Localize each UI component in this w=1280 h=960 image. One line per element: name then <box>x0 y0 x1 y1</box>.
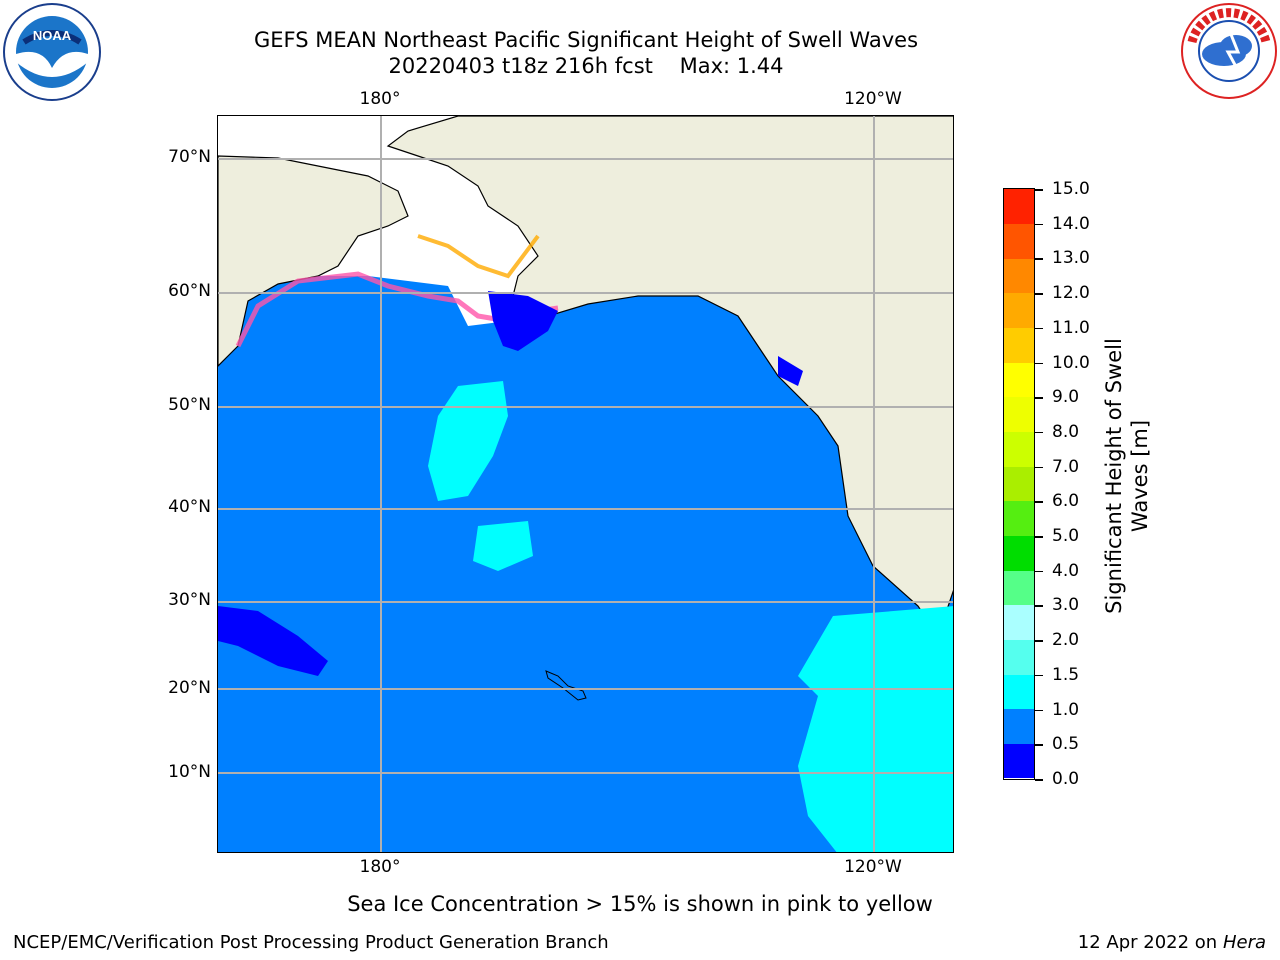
colorbar-tick-label: 9.0 <box>1052 387 1080 408</box>
lat-label-10n: 10°N <box>168 762 211 782</box>
colorbar-tick-mark <box>1035 536 1043 538</box>
colorbar-tick-mark <box>1035 327 1043 330</box>
lat-label-40n: 40°N <box>168 497 211 517</box>
colorbar-tick-mark <box>1035 431 1043 434</box>
colorbar-segment <box>1004 327 1034 363</box>
colorbar-tick-mark <box>1035 640 1043 642</box>
land-north-america <box>386 116 953 638</box>
colorbar-tick-label: 7.0 <box>1052 456 1080 477</box>
colorbar-tick-label: 3.0 <box>1052 595 1080 616</box>
footer-date-text: 12 Apr 2022 on <box>1077 932 1223 953</box>
colorbar-segment <box>1004 396 1034 433</box>
colorbar-segment <box>1004 466 1034 502</box>
colorbar-tick-label: 1.0 <box>1052 699 1080 720</box>
colorbar-segment <box>1004 362 1034 398</box>
colorbar-title-line2: Waves [m] <box>1128 419 1152 533</box>
lat-label-50n: 50°N <box>168 395 211 415</box>
colorbar-segment <box>1004 604 1034 640</box>
colorbar-tick-label: 11.0 <box>1052 317 1090 338</box>
lon-label-top-180: 180° <box>359 89 401 109</box>
swell-patch-central-2 <box>473 521 533 571</box>
colorbar-tick-label: 10.0 <box>1052 352 1090 373</box>
chart-title: GEFS MEAN Northeast Pacific Significant … <box>253 28 919 52</box>
colorbar-tick-label: 1.5 <box>1052 664 1080 685</box>
colorbar-tick-label: 0.0 <box>1052 769 1080 789</box>
lon-label-bottom-180: 180° <box>359 857 401 877</box>
swell-patch-southeast <box>798 606 953 852</box>
footer-host: Hera <box>1222 932 1266 953</box>
colorbar <box>1003 188 1035 780</box>
colorbar-tick-label: 5.0 <box>1052 526 1080 547</box>
colorbar-tick-mark <box>1035 709 1043 712</box>
colorbar-tick-mark <box>1035 744 1043 746</box>
colorbar-tick-label: 8.0 <box>1052 421 1080 442</box>
colorbar-tick-label: 2.0 <box>1052 630 1080 651</box>
footer-date: 12 Apr 2022 on Hera <box>1078 932 1266 953</box>
colorbar-tick-mark <box>1035 501 1043 503</box>
colorbar-segment <box>1004 500 1034 536</box>
noaa-logo-text: NOAA <box>33 28 72 43</box>
colorbar-tick-mark <box>1035 293 1043 295</box>
sea-ice-edge-orange <box>417 234 540 279</box>
lon-label-top-120w: 120°W <box>844 89 902 109</box>
low-swell-west-patch <box>218 606 328 676</box>
colorbar-segment <box>1004 743 1034 779</box>
colorbar-tick-mark <box>1035 258 1043 260</box>
colorbar-title-line1: Significant Height of Swell <box>1102 338 1126 614</box>
colorbar-tick-mark <box>1035 362 1043 365</box>
lat-label-60n: 60°N <box>168 281 211 301</box>
noaa-logo-icon: NOAA <box>2 2 102 102</box>
colorbar-tick-label: 15.0 <box>1052 179 1090 199</box>
colorbar-tick-label: 0.5 <box>1052 734 1080 755</box>
colorbar-tick-mark <box>1035 605 1043 607</box>
colorbar-segment <box>1004 258 1034 294</box>
colorbar-tick-mark <box>1035 466 1043 469</box>
map-canvas <box>218 116 953 852</box>
hawaii-islands <box>545 670 587 701</box>
colorbar-tick-label: 12.0 <box>1052 283 1090 304</box>
colorbar-tick-mark <box>1035 397 1043 399</box>
lat-label-30n: 30°N <box>168 590 211 610</box>
lat-label-20n: 20°N <box>168 678 211 698</box>
colorbar-segment <box>1004 639 1034 675</box>
chart-subtitle: 20220403 t18z 216h fcst Max: 1.44 <box>388 54 784 78</box>
colorbar-tick-mark <box>1035 674 1043 677</box>
colorbar-tick-label: 14.0 <box>1052 213 1090 234</box>
land-siberia <box>218 155 409 367</box>
swell-patch-central <box>428 381 508 501</box>
colorbar-tick-mark <box>1035 570 1043 573</box>
sea-ice-caption: Sea Ice Concentration > 15% is shown in … <box>347 892 933 916</box>
colorbar-tick-label: 4.0 <box>1052 560 1080 581</box>
lat-label-70n: 70°N <box>168 147 211 167</box>
colorbar-segment <box>1004 223 1034 259</box>
footer-producer: NCEP/EMC/Verification Post Processing Pr… <box>13 932 609 953</box>
colorbar-segment <box>1004 431 1034 467</box>
low-swell-gulf-of-alaska <box>488 291 558 351</box>
colorbar-segment <box>1004 535 1034 571</box>
lon-label-bottom-120w: 120°W <box>844 857 902 877</box>
colorbar-segment <box>1004 708 1034 744</box>
colorbar-segment <box>1004 292 1034 329</box>
colorbar-segment <box>1004 674 1034 710</box>
low-swell-coast-patch <box>778 356 803 386</box>
colorbar-tick-mark <box>1035 189 1043 191</box>
colorbar-tick-mark <box>1035 223 1043 226</box>
map-panel <box>217 115 954 853</box>
colorbar-tick-label: 6.0 <box>1052 491 1080 512</box>
colorbar-tick-label: 13.0 <box>1052 248 1090 269</box>
colorbar-tick-mark <box>1035 779 1043 781</box>
colorbar-segment <box>1004 189 1034 225</box>
nws-logo-icon <box>1180 2 1278 100</box>
colorbar-segment <box>1004 570 1034 606</box>
